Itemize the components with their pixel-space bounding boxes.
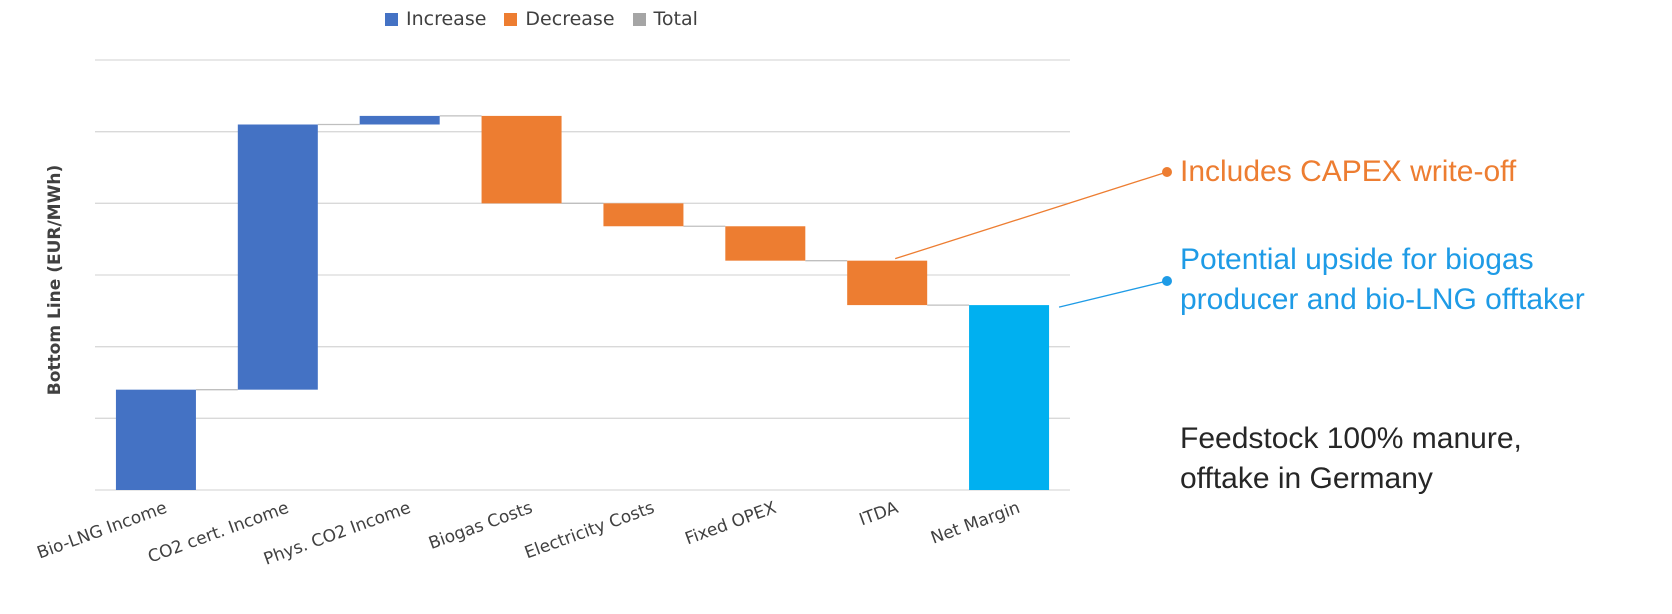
chart-legend: Increase Decrease Total (385, 8, 716, 30)
legend-swatch-decrease (504, 12, 518, 26)
y-axis-label: Bottom Line (EUR/MWh) (45, 165, 65, 395)
x-tick-label-electricity-costs: Electricity Costs (522, 498, 657, 564)
legend-item-increase: Increase (385, 8, 486, 30)
annotation-capex: Includes CAPEX write-off (1180, 152, 1516, 192)
bar-phys-co2-income (359, 115, 440, 125)
annotation-note-line-1: Feedstock 100% manure, (1180, 422, 1522, 455)
upside-leader-line (1058, 280, 1168, 308)
bar-bio-lng-income (115, 389, 196, 490)
bar-fixed-opex (725, 226, 806, 261)
annotation-note-line-2: offtake in Germany (1180, 462, 1433, 495)
x-tick-label-itda: ITDA (857, 498, 902, 531)
legend-label-increase: Increase (406, 8, 487, 30)
x-tick-label-fixed-opex: Fixed OPEX (682, 498, 779, 550)
capex-leader-dot (1162, 167, 1172, 177)
annotation-feedstock-note: Feedstock 100% manure, offtake in German… (1180, 419, 1522, 499)
capex-leader-line (894, 171, 1168, 260)
annotation-upside: Potential upside for biogas producer and… (1180, 240, 1585, 320)
x-tick-label-biogas-costs: Biogas Costs (426, 498, 535, 554)
bar-co2-cert-income (237, 124, 318, 390)
upside-leader-dot (1162, 276, 1172, 286)
bar-itda (847, 260, 928, 306)
x-tick-label-net-margin: Net Margin (928, 498, 1023, 549)
annotation-upside-line-2: producer and bio-LNG offtaker (1180, 283, 1585, 316)
legend-item-decrease: Decrease (504, 8, 615, 30)
annotation-capex-text: Includes CAPEX write-off (1180, 155, 1517, 188)
legend-swatch-total (632, 12, 646, 26)
legend-item-total: Total (632, 8, 698, 30)
bar-net-margin (969, 305, 1050, 490)
legend-swatch-increase (385, 12, 398, 26)
bar-electricity-costs (603, 203, 684, 227)
legend-label-total: Total (653, 8, 698, 30)
annotation-upside-line-1: Potential upside for biogas (1180, 243, 1534, 276)
bar-biogas-costs (481, 115, 562, 204)
legend-label-decrease: Decrease (525, 8, 615, 30)
